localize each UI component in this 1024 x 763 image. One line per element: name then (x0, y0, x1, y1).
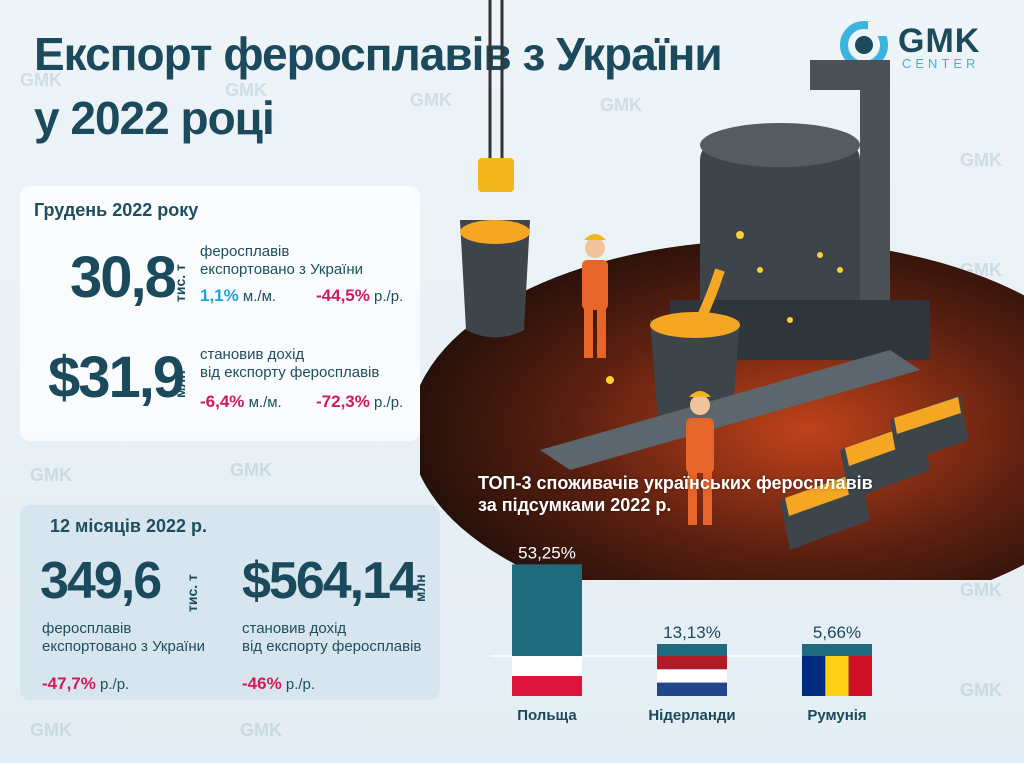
december-revenue-mm: -6,4% м./м. (200, 392, 282, 412)
year-panel (20, 505, 440, 700)
year-volume-yy: -47,7% р./р. (42, 674, 129, 694)
december-revenue-desc: становив дохід від експорту феросплавів (200, 346, 379, 382)
december-volume-mm-label: м./м. (238, 288, 277, 305)
december-revenue-unit: млн (172, 370, 188, 398)
december-revenue-mm-value: -6,4% (200, 392, 245, 411)
furnace-body (700, 140, 860, 340)
year-volume-value: 349,6 (40, 552, 162, 610)
december-panel (20, 186, 420, 441)
ingot-molds (780, 395, 968, 550)
december-volume-yy-value: -44,5% (316, 286, 370, 305)
year-revenue-unit: млн (412, 574, 428, 602)
december-volume-value: 30,8 (70, 245, 177, 310)
category-label-Румунія: Румунія (807, 707, 866, 724)
top3-consumers-bar-chart: 53,25% Польща 13,13% Нідерланди 5,66% Румунія (490, 543, 872, 724)
poland-flag-icon (512, 656, 582, 696)
netherlands-flag-icon (657, 656, 727, 696)
watermark: GMK (30, 720, 72, 740)
year-revenue-value: $564,14 (242, 552, 418, 610)
december-volume-yy: -44,5% р./р. (316, 286, 403, 306)
watermark: GMK (960, 680, 1002, 700)
december-revenue-yy-label: р./р. (369, 394, 404, 411)
value-label-Румунія: 5,66% (813, 623, 861, 642)
watermark: GMK (30, 465, 72, 485)
logo-subtitle: CENTER (902, 56, 980, 71)
year-revenue-yy: -46% р./р. (242, 674, 315, 694)
year-volume-desc-line2: експортовано з України (42, 638, 206, 655)
december-heading: Грудень 2022 року (34, 200, 199, 220)
worker-figure-2 (686, 391, 714, 525)
december-volume-unit: тис. т (172, 264, 188, 302)
december-revenue-desc-line2: від експорту феросплавів (200, 364, 380, 381)
value-label-Польща: 53,25% (518, 543, 576, 562)
year-volume-desc: феросплавів експортовано з України (42, 620, 205, 656)
ferroalloy-plant-illustration (420, 0, 1024, 580)
december-revenue-value: $31,9 (48, 345, 185, 410)
year-volume-yy-label: р./р. (95, 676, 130, 693)
december-volume-yy-label: р./р. (369, 288, 404, 305)
december-volume-mm-value: 1,1% (200, 286, 239, 305)
sparks (606, 231, 843, 384)
year-revenue-desc-line1: становив дохід (242, 620, 347, 637)
rail-track (540, 350, 920, 470)
year-revenue-yy-value: -46% (242, 674, 282, 693)
crane-hook-block-icon (478, 158, 514, 192)
year-volume-unit: тис. т (184, 574, 200, 612)
ladle-left (460, 220, 530, 338)
chart-title-line2: за підсумками 2022 р. (478, 495, 672, 515)
chart-title: ТОП-3 споживачів українських феросплавів… (478, 472, 998, 516)
gmk-center-logo: GMK CENTER (838, 20, 998, 71)
december-volume-desc: феросплавів експортовано з України (200, 243, 363, 279)
year-revenue-yy-label: р./р. (281, 676, 316, 693)
title-line-1: Експорт феросплавів з України (34, 28, 723, 80)
december-revenue-yy-value: -72,3% (316, 392, 370, 411)
title-line-2: у 2022 році (34, 92, 275, 144)
december-volume-desc-line1: феросплавів (200, 243, 290, 260)
romania-flag-icon (802, 656, 872, 696)
year-heading: 12 місяців 2022 р. (50, 516, 208, 536)
december-revenue-desc-line1: становив дохід (200, 346, 305, 363)
year-volume-yy-value: -47,7% (42, 674, 96, 693)
december-volume-mm: 1,1% м./м. (200, 286, 276, 306)
worker-figure-1 (582, 234, 608, 358)
year-volume-desc-line1: феросплавів (42, 620, 132, 637)
category-label-Польща: Польща (517, 707, 577, 724)
december-revenue-mm-label: м./м. (244, 394, 282, 411)
category-label-Нідерланди: Нідерланди (648, 707, 735, 724)
chart-title-line1: ТОП-3 споживачів українських феросплавів (478, 473, 873, 493)
value-label-Нідерланди: 13,13% (663, 623, 721, 642)
december-volume-desc-line2: експортовано з України (200, 261, 364, 278)
watermark: GMK (960, 580, 1002, 600)
logo-word: GMK (898, 22, 981, 60)
year-revenue-desc: становив дохід від експорту феросплавів (242, 620, 421, 656)
page-title: Експорт феросплавів з України у 2022 роц… (34, 22, 754, 150)
watermark: GMK (240, 720, 282, 740)
watermark: GMK (230, 460, 272, 480)
year-revenue-desc-line2: від експорту феросплавів (242, 638, 422, 655)
december-revenue-yy: -72,3% р./р. (316, 392, 403, 412)
